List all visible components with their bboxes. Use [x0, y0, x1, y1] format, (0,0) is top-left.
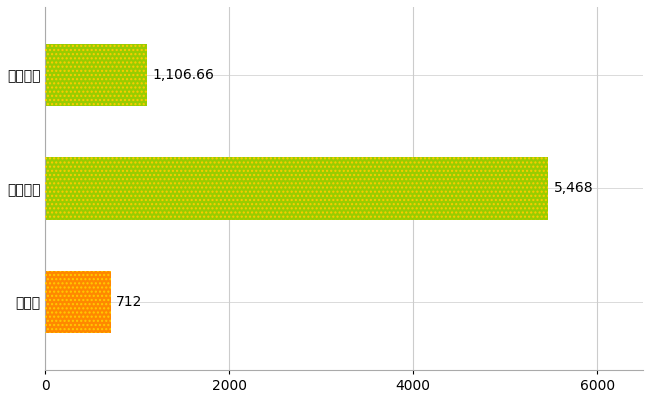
Bar	[46, 44, 147, 106]
Text: 1,106.66: 1,106.66	[153, 68, 215, 82]
Bar	[46, 157, 548, 220]
Bar	[46, 44, 147, 106]
Bar	[46, 271, 110, 333]
Text: 712: 712	[116, 295, 142, 309]
Bar	[46, 271, 110, 333]
Text: 5,468: 5,468	[554, 182, 593, 196]
Bar	[46, 157, 548, 220]
